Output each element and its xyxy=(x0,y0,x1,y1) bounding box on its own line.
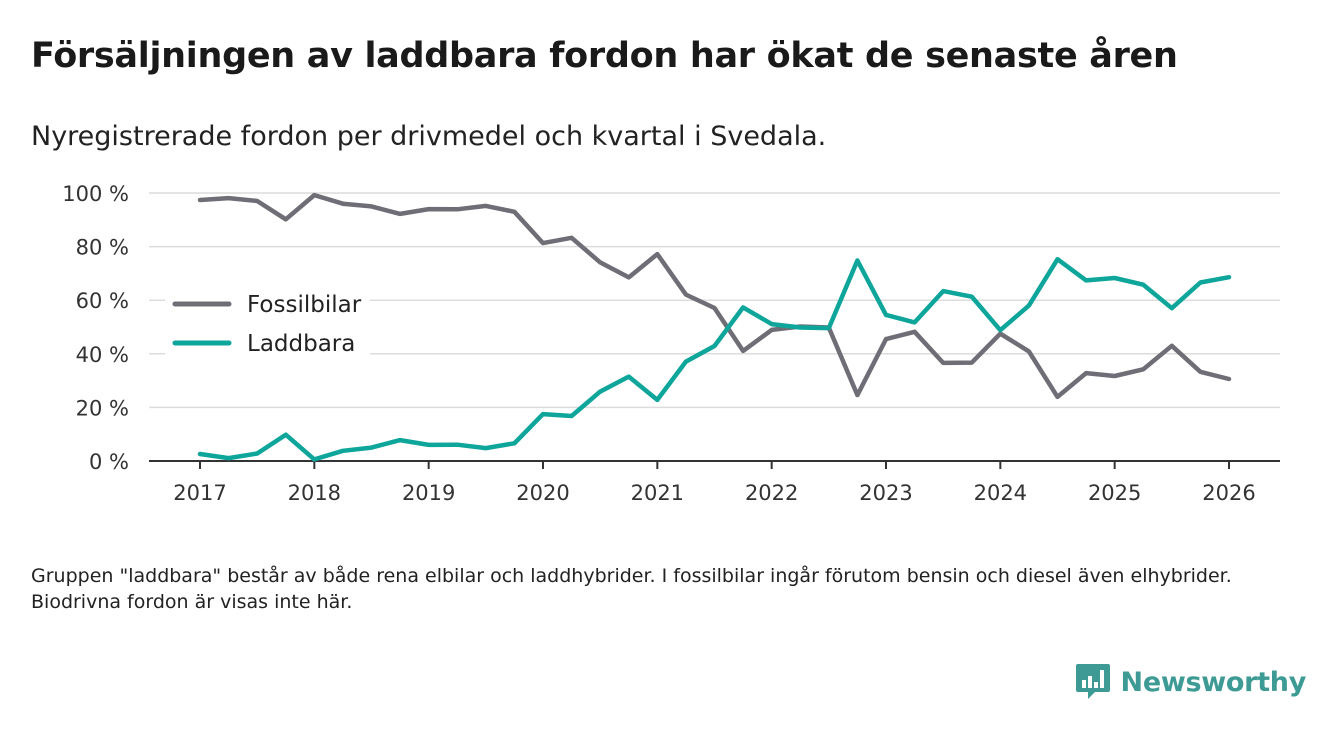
brand-name: Newsworthy xyxy=(1120,666,1307,698)
chart-subtitle: Nyregistrerade fordon per drivmedel och … xyxy=(31,121,827,152)
x-tick-label: 2019 xyxy=(402,481,455,505)
y-tick-label: 80 % xyxy=(76,236,129,260)
series-line-laddbara xyxy=(197,256,1232,462)
chart-footnote: Gruppen "laddbara" består av både rena e… xyxy=(31,565,1232,613)
legend-background xyxy=(165,285,370,365)
x-tick-label: 2022 xyxy=(745,481,798,505)
x-tick-label: 2026 xyxy=(1202,481,1255,505)
legend-label: Laddbara xyxy=(247,331,355,357)
y-tick-label: 100 % xyxy=(62,182,129,206)
brand-logo: Newsworthy xyxy=(1075,662,1306,702)
y-tick-label: 20 % xyxy=(76,396,129,420)
x-tick-label: 2017 xyxy=(173,481,226,505)
y-tick-label: 60 % xyxy=(76,289,129,313)
chart-title: Försäljningen av laddbara fordon har öka… xyxy=(31,36,1178,76)
y-tick-label: 40 % xyxy=(76,343,129,367)
y-tick-label: 0 % xyxy=(89,450,129,474)
x-tick-label: 2020 xyxy=(516,481,569,505)
x-tick-label: 2021 xyxy=(631,481,684,505)
x-tick-label: 2023 xyxy=(859,481,912,505)
legend-label: Fossilbilar xyxy=(247,292,362,318)
series-line-fossilbilar xyxy=(197,192,1232,400)
x-tick-label: 2025 xyxy=(1088,481,1141,505)
x-tick-label: 2018 xyxy=(288,481,341,505)
bar-chart-icon xyxy=(1075,664,1110,699)
x-tick-label: 2024 xyxy=(974,481,1027,505)
